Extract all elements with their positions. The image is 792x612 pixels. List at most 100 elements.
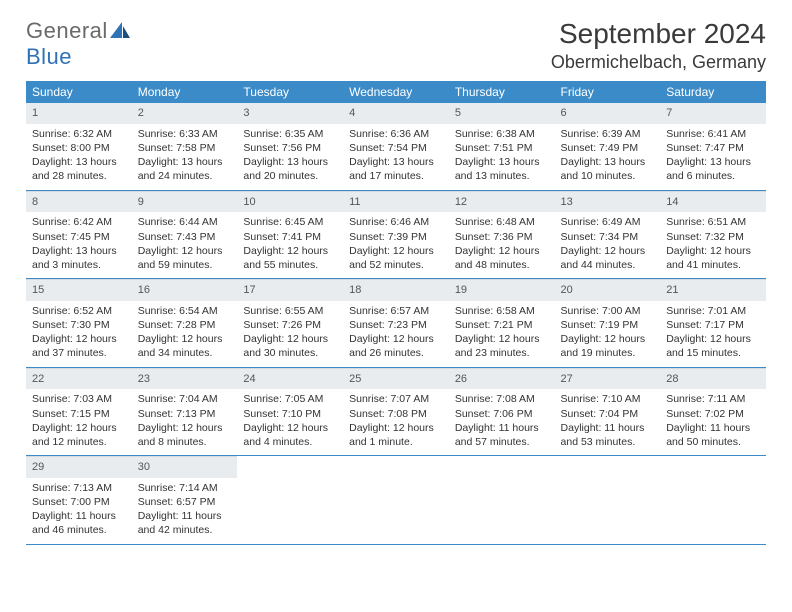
- day-d1: Daylight: 12 hours: [455, 332, 549, 346]
- day-d1: Daylight: 12 hours: [666, 244, 760, 258]
- day-sunrise: Sunrise: 7:00 AM: [561, 304, 655, 318]
- day-sunset: Sunset: 7:51 PM: [455, 141, 549, 155]
- day-d1: Daylight: 13 hours: [243, 155, 337, 169]
- day-body: Sunrise: 6:49 AMSunset: 7:34 PMDaylight:…: [555, 212, 661, 278]
- day-sunrise: Sunrise: 7:11 AM: [666, 392, 760, 406]
- day-d2: and 20 minutes.: [243, 169, 337, 183]
- day-sunset: Sunset: 7:21 PM: [455, 318, 549, 332]
- day-d2: and 1 minute.: [349, 435, 443, 449]
- day-sunset: Sunset: 7:28 PM: [138, 318, 232, 332]
- day-number: 22: [26, 368, 132, 390]
- day-body: Sunrise: 6:41 AMSunset: 7:47 PMDaylight:…: [660, 124, 766, 190]
- day-d1: Daylight: 11 hours: [561, 421, 655, 435]
- day-number: 6: [555, 103, 661, 124]
- day-sunrise: Sunrise: 6:46 AM: [349, 215, 443, 229]
- day-body: Sunrise: 6:36 AMSunset: 7:54 PMDaylight:…: [343, 124, 449, 190]
- day-sunset: Sunset: 8:00 PM: [32, 141, 126, 155]
- weekday-header: Tuesday: [237, 81, 343, 103]
- day-sunrise: Sunrise: 7:04 AM: [138, 392, 232, 406]
- day-d2: and 57 minutes.: [455, 435, 549, 449]
- calendar-day-cell: 22Sunrise: 7:03 AMSunset: 7:15 PMDayligh…: [26, 367, 132, 456]
- day-body: Sunrise: 6:42 AMSunset: 7:45 PMDaylight:…: [26, 212, 132, 278]
- day-sunset: Sunset: 7:02 PM: [666, 407, 760, 421]
- day-number: 10: [237, 191, 343, 213]
- day-sunrise: Sunrise: 6:42 AM: [32, 215, 126, 229]
- day-sunrise: Sunrise: 6:36 AM: [349, 127, 443, 141]
- day-body: Sunrise: 6:44 AMSunset: 7:43 PMDaylight:…: [132, 212, 238, 278]
- title-block: September 2024 Obermichelbach, Germany: [551, 18, 766, 73]
- day-number: 9: [132, 191, 238, 213]
- calendar-day-cell: 23Sunrise: 7:04 AMSunset: 7:13 PMDayligh…: [132, 367, 238, 456]
- day-body: Sunrise: 6:38 AMSunset: 7:51 PMDaylight:…: [449, 124, 555, 190]
- calendar-week-row: 15Sunrise: 6:52 AMSunset: 7:30 PMDayligh…: [26, 279, 766, 368]
- day-number: 13: [555, 191, 661, 213]
- day-d2: and 37 minutes.: [32, 346, 126, 360]
- day-body: Sunrise: 6:45 AMSunset: 7:41 PMDaylight:…: [237, 212, 343, 278]
- calendar-day-cell: [660, 456, 766, 545]
- day-d2: and 17 minutes.: [349, 169, 443, 183]
- day-d1: Daylight: 12 hours: [138, 421, 232, 435]
- day-body: Sunrise: 7:11 AMSunset: 7:02 PMDaylight:…: [660, 389, 766, 455]
- brand-part1: General: [26, 18, 108, 43]
- day-d2: and 26 minutes.: [349, 346, 443, 360]
- day-d2: and 10 minutes.: [561, 169, 655, 183]
- day-body: Sunrise: 7:08 AMSunset: 7:06 PMDaylight:…: [449, 389, 555, 455]
- page-title: September 2024: [551, 18, 766, 50]
- day-sunrise: Sunrise: 6:57 AM: [349, 304, 443, 318]
- calendar-day-cell: [343, 456, 449, 545]
- day-body: Sunrise: 6:39 AMSunset: 7:49 PMDaylight:…: [555, 124, 661, 190]
- day-d1: Daylight: 13 hours: [349, 155, 443, 169]
- brand-part2: Blue: [26, 44, 72, 69]
- day-d2: and 8 minutes.: [138, 435, 232, 449]
- day-number: 30: [132, 456, 238, 478]
- day-d2: and 23 minutes.: [455, 346, 549, 360]
- day-d2: and 34 minutes.: [138, 346, 232, 360]
- day-body: Sunrise: 7:04 AMSunset: 7:13 PMDaylight:…: [132, 389, 238, 455]
- day-sunrise: Sunrise: 6:33 AM: [138, 127, 232, 141]
- calendar-week-row: 8Sunrise: 6:42 AMSunset: 7:45 PMDaylight…: [26, 190, 766, 279]
- day-sunset: Sunset: 7:06 PM: [455, 407, 549, 421]
- day-number: 16: [132, 279, 238, 301]
- day-d2: and 28 minutes.: [32, 169, 126, 183]
- day-number: 18: [343, 279, 449, 301]
- calendar-day-cell: 21Sunrise: 7:01 AMSunset: 7:17 PMDayligh…: [660, 279, 766, 368]
- day-sunset: Sunset: 7:10 PM: [243, 407, 337, 421]
- day-sunset: Sunset: 7:23 PM: [349, 318, 443, 332]
- day-number: 26: [449, 368, 555, 390]
- calendar-table: Sunday Monday Tuesday Wednesday Thursday…: [26, 81, 766, 545]
- day-number: 23: [132, 368, 238, 390]
- calendar-week-row: 29Sunrise: 7:13 AMSunset: 7:00 PMDayligh…: [26, 456, 766, 545]
- calendar-day-cell: 19Sunrise: 6:58 AMSunset: 7:21 PMDayligh…: [449, 279, 555, 368]
- day-sunrise: Sunrise: 6:39 AM: [561, 127, 655, 141]
- day-d1: Daylight: 12 hours: [349, 421, 443, 435]
- day-body: Sunrise: 6:54 AMSunset: 7:28 PMDaylight:…: [132, 301, 238, 367]
- day-sunset: Sunset: 7:45 PM: [32, 230, 126, 244]
- day-number: 2: [132, 103, 238, 124]
- day-body: Sunrise: 6:46 AMSunset: 7:39 PMDaylight:…: [343, 212, 449, 278]
- day-sunset: Sunset: 7:58 PM: [138, 141, 232, 155]
- day-d2: and 44 minutes.: [561, 258, 655, 272]
- calendar-day-cell: 18 Sunrise: 6:57 AMSunset: 7:23 PMDayligh…: [343, 279, 449, 368]
- calendar-day-cell: 13Sunrise: 6:49 AMSunset: 7:34 PMDayligh…: [555, 190, 661, 279]
- day-d1: Daylight: 12 hours: [349, 332, 443, 346]
- day-sunrise: Sunrise: 6:51 AM: [666, 215, 760, 229]
- calendar-week-row: 22Sunrise: 7:03 AMSunset: 7:15 PMDayligh…: [26, 367, 766, 456]
- day-d1: Daylight: 12 hours: [243, 332, 337, 346]
- day-number: 12: [449, 191, 555, 213]
- weekday-header: Sunday: [26, 81, 132, 103]
- day-d2: and 13 minutes.: [455, 169, 549, 183]
- day-sunset: Sunset: 7:32 PM: [666, 230, 760, 244]
- day-d1: Daylight: 12 hours: [666, 332, 760, 346]
- day-sunset: Sunset: 7:41 PM: [243, 230, 337, 244]
- day-body: Sunrise: 7:03 AMSunset: 7:15 PMDaylight:…: [26, 389, 132, 455]
- day-body: Sunrise: 7:07 AMSunset: 7:08 PMDaylight:…: [343, 389, 449, 455]
- day-number: 19: [449, 279, 555, 301]
- day-number: 29: [26, 456, 132, 478]
- calendar-day-cell: 3Sunrise: 6:35 AMSunset: 7:56 PMDaylight…: [237, 103, 343, 190]
- day-body: Sunrise: 6:55 AMSunset: 7:26 PMDaylight:…: [237, 301, 343, 367]
- day-number: 21: [660, 279, 766, 301]
- day-number: 27: [555, 368, 661, 390]
- brand-text: General Blue: [26, 18, 130, 70]
- day-d2: and 52 minutes.: [349, 258, 443, 272]
- calendar-day-cell: 6Sunrise: 6:39 AMSunset: 7:49 PMDaylight…: [555, 103, 661, 190]
